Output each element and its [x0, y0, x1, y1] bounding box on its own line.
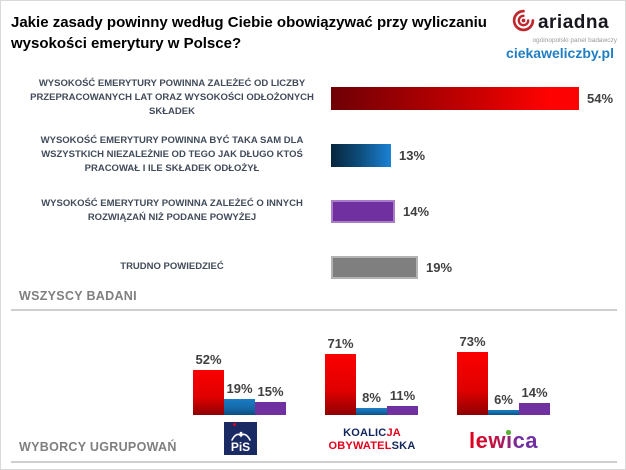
- bar-wysokość-emerytury-p: [331, 87, 579, 110]
- pis-logo: PiS: [224, 422, 257, 455]
- bar-trudno-powiedzieć: [331, 256, 418, 279]
- category-label: WYSOKOŚĆ EMERYTURY POWINNA BYĆ TAKA SAM …: [40, 135, 304, 174]
- value-label: 11%: [389, 388, 416, 403]
- bar-pis-answer_3: [255, 402, 286, 415]
- value-label: 71%: [327, 336, 354, 351]
- bar-lewica-answer_1: [457, 352, 488, 415]
- ariadna-spiral-icon: [511, 8, 536, 38]
- brand-logo: ariadna ogólnopolski panel badawczy ciek…: [501, 8, 619, 61]
- section-party-voters: WYBORCY UGRUPOWAŃ: [19, 440, 177, 454]
- lewica-logo-text: lewica: [469, 428, 539, 453]
- pis-eagle-icon: [230, 431, 251, 441]
- value-label: 6%: [494, 392, 513, 407]
- bar-lewica-answer_3: [519, 403, 550, 415]
- bar-pis-answer_1: [193, 370, 224, 415]
- category-label: WYSOKOŚĆ EMERYTURY POWINNA ZALEŻEĆ OD LI…: [30, 78, 314, 117]
- lewica-green-dot: [506, 430, 511, 435]
- page-title: Jakie zasady powinny według Ciebie obowi…: [11, 14, 487, 52]
- section-all-respondents: WSZYSCY BADANI: [19, 289, 137, 303]
- pis-logo-text: PiS: [230, 440, 251, 454]
- ariadna-brand-text: ariadna: [537, 12, 610, 33]
- value-label: 14%: [521, 385, 548, 400]
- divider-line: [11, 309, 617, 311]
- koalicja-obywatelska-logo: KOALICJA OBYWATELSKA: [322, 427, 422, 453]
- lewica-logo: lewica: [469, 428, 538, 454]
- value-label: 19%: [226, 381, 253, 396]
- value-label: 15%: [257, 384, 284, 399]
- bar-koalicja-obywatelska-answer_1: [325, 354, 356, 415]
- category-label: TRUDNO POWIEDZIEĆ: [120, 261, 224, 272]
- category-label: WYSOKOŚĆ EMERYTURY POWINNA ZALEŻEĆ O INN…: [41, 198, 303, 223]
- value-label: 54%: [587, 91, 614, 106]
- value-label: 13%: [399, 148, 426, 163]
- pis-red-dot: [232, 422, 236, 426]
- value-label: 8%: [362, 390, 381, 405]
- bar-koalicja-obywatelska-answer_3: [387, 406, 418, 415]
- bar-wysokość-emerytury-p: [331, 200, 395, 223]
- value-label: 73%: [459, 334, 486, 349]
- ko-logo-text-part: SKA: [391, 440, 416, 452]
- ciekaweliczby-link[interactable]: ciekaweliczby.pl: [506, 45, 614, 61]
- value-label: 19%: [426, 260, 453, 275]
- value-label: 52%: [195, 352, 222, 367]
- bar-pis-answer_2: [224, 399, 255, 415]
- ariadna-tagline: ogólnopolski panel badawczy: [532, 37, 617, 44]
- ko-logo-text-part: JA: [386, 427, 401, 439]
- ko-logo-text-part: KOALIC: [343, 427, 387, 439]
- bar-wysokość-emerytury-p: [331, 144, 391, 167]
- ko-logo-text-part: OBYWATEL: [328, 440, 392, 452]
- bar-lewica-answer_2: [488, 410, 519, 415]
- value-label: 14%: [403, 204, 430, 219]
- divider-line: [11, 461, 617, 463]
- bar-koalicja-obywatelska-answer_2: [356, 408, 387, 415]
